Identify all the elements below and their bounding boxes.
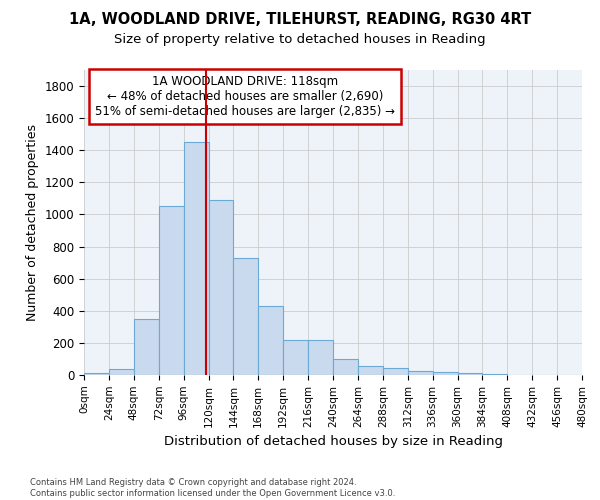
Bar <box>433 372 458 375</box>
Bar <box>482 374 508 375</box>
Text: 1A WOODLAND DRIVE: 118sqm
← 48% of detached houses are smaller (2,690)
51% of se: 1A WOODLAND DRIVE: 118sqm ← 48% of detac… <box>95 75 395 118</box>
Bar <box>109 370 134 375</box>
Y-axis label: Number of detached properties: Number of detached properties <box>26 124 39 321</box>
Bar <box>84 374 109 375</box>
Text: Size of property relative to detached houses in Reading: Size of property relative to detached ho… <box>114 32 486 46</box>
Bar <box>383 368 408 375</box>
Text: 1A, WOODLAND DRIVE, TILEHURST, READING, RG30 4RT: 1A, WOODLAND DRIVE, TILEHURST, READING, … <box>69 12 531 28</box>
Bar <box>184 142 209 375</box>
Text: Contains HM Land Registry data © Crown copyright and database right 2024.
Contai: Contains HM Land Registry data © Crown c… <box>30 478 395 498</box>
Bar <box>408 371 433 375</box>
Bar <box>333 359 358 375</box>
Bar <box>259 306 283 375</box>
Bar <box>283 340 308 375</box>
Bar <box>209 200 233 375</box>
Bar <box>358 366 383 375</box>
Bar <box>458 374 482 375</box>
Bar <box>308 340 333 375</box>
Bar <box>134 319 159 375</box>
Bar <box>159 206 184 375</box>
X-axis label: Distribution of detached houses by size in Reading: Distribution of detached houses by size … <box>163 435 503 448</box>
Bar <box>233 258 259 375</box>
